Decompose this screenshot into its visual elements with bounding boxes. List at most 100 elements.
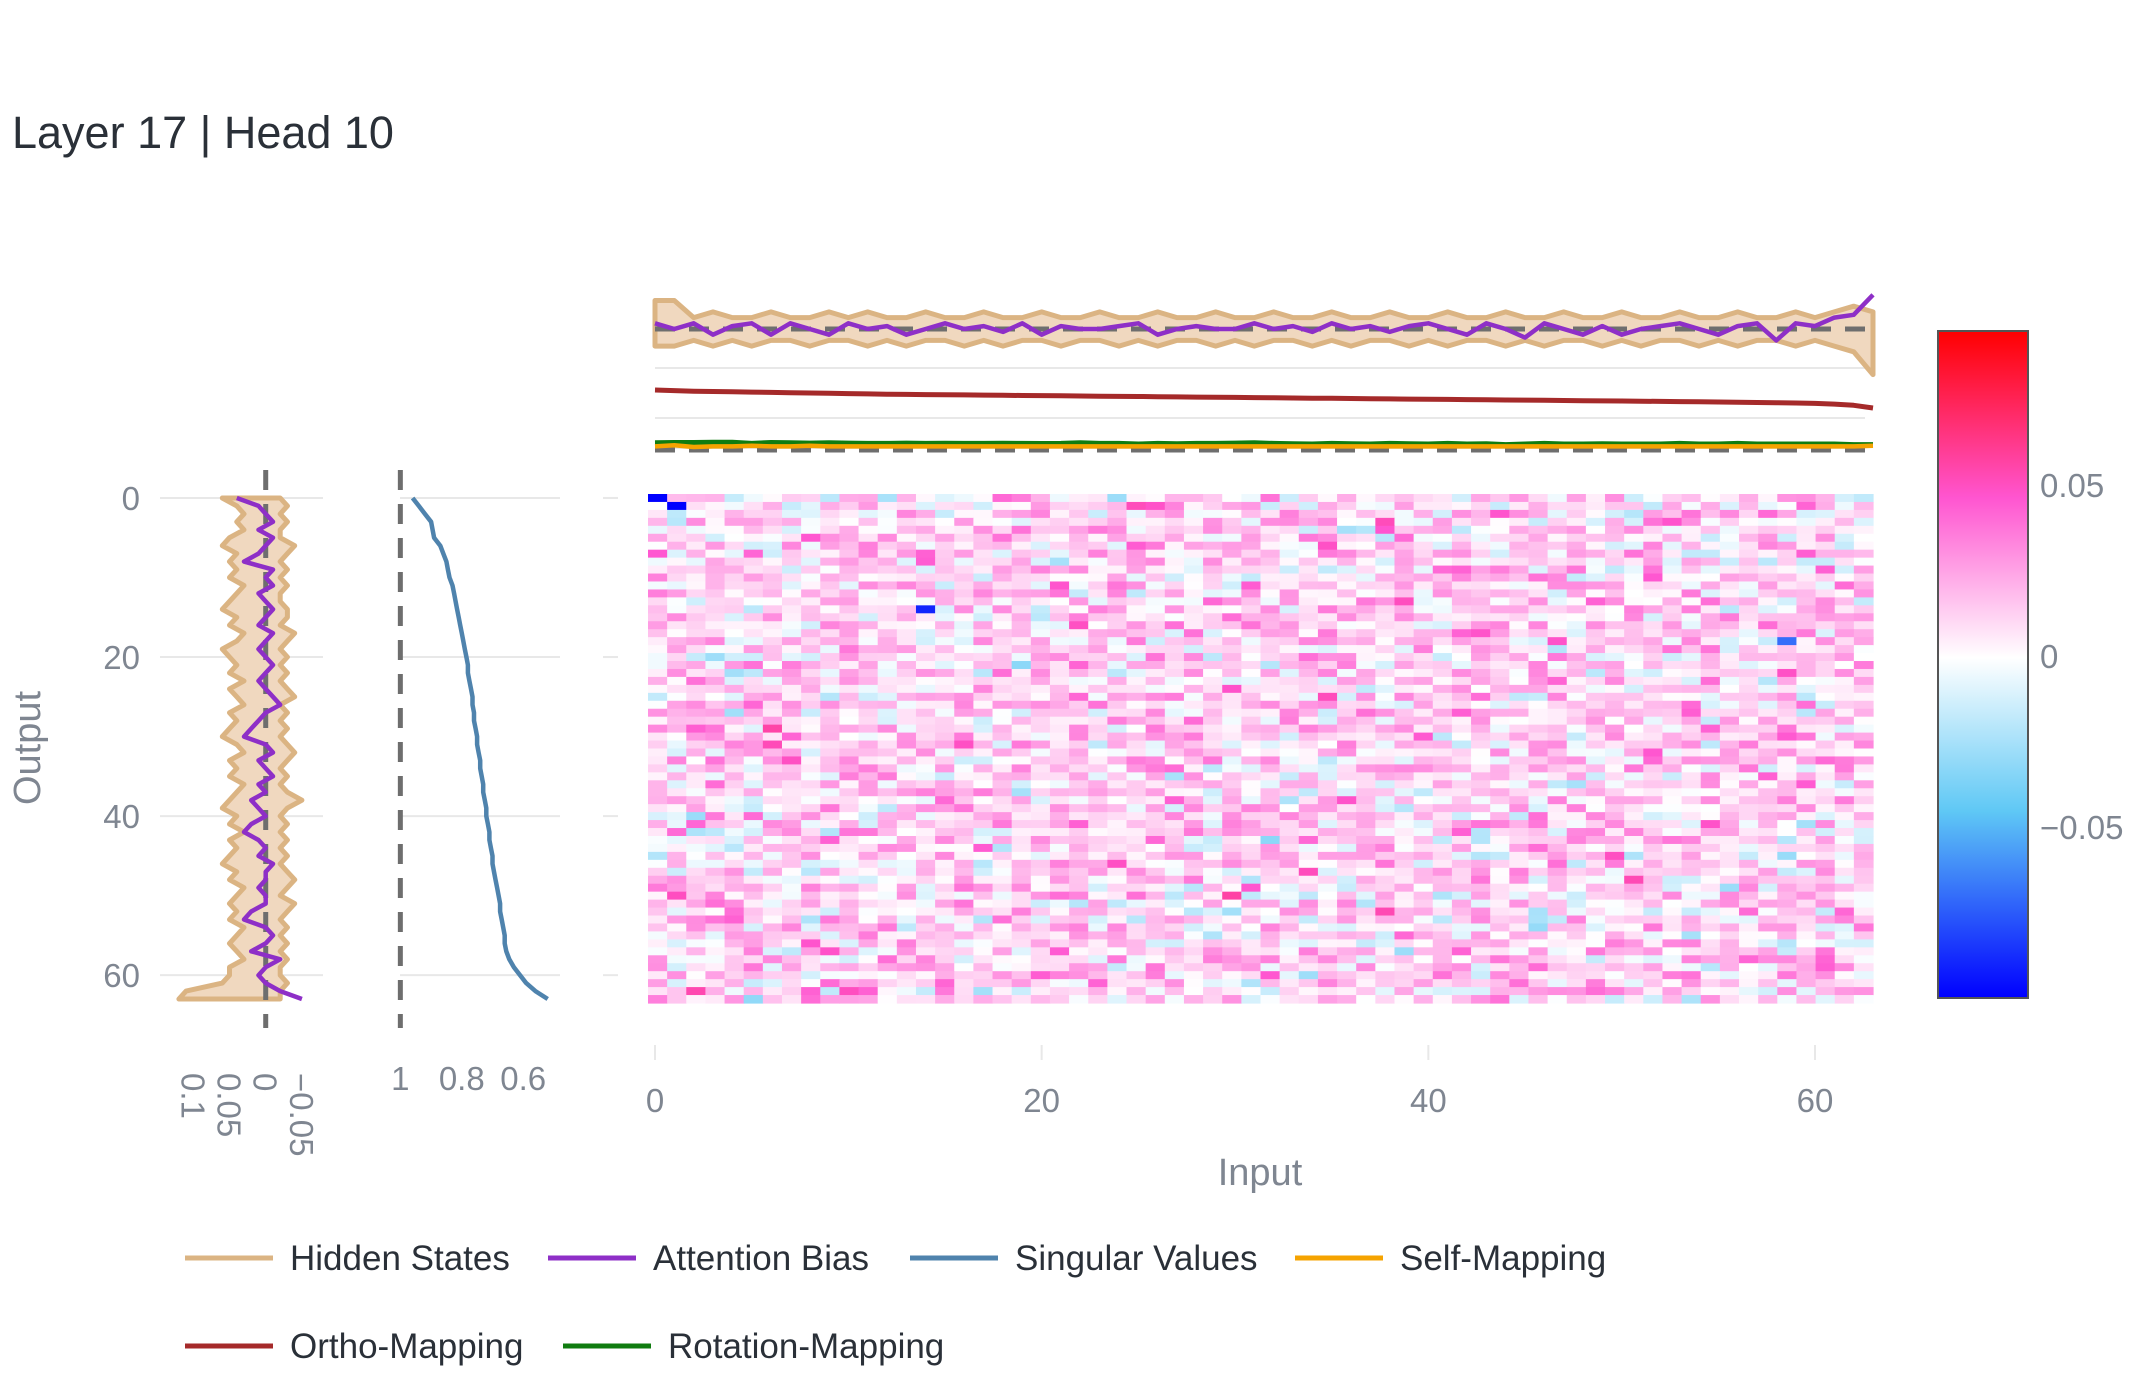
heatmap-cell bbox=[1203, 851, 1223, 861]
heatmap-cell bbox=[1413, 835, 1434, 845]
heatmap-cell bbox=[1853, 589, 1874, 598]
heatmap-cell bbox=[1719, 812, 1740, 821]
heatmap-cell bbox=[1432, 883, 1453, 893]
heatmap-cell bbox=[935, 979, 955, 988]
heatmap-cell bbox=[1164, 828, 1185, 837]
weight-heatmap[interactable] bbox=[648, 494, 1874, 1004]
heatmap-cell bbox=[724, 851, 745, 861]
heatmap-cell bbox=[1834, 843, 1855, 853]
heatmap-cell bbox=[1049, 756, 1070, 765]
heatmap-cell bbox=[667, 541, 687, 551]
heatmap-cell bbox=[1375, 708, 1396, 718]
top-panel-grid bbox=[655, 329, 1865, 449]
heatmap-cell bbox=[1145, 939, 1166, 948]
heatmap-cell bbox=[1145, 661, 1166, 670]
heatmap-cell bbox=[1203, 557, 1223, 567]
heatmap-cell bbox=[1069, 756, 1089, 765]
heatmap-cell bbox=[1164, 541, 1185, 551]
heatmap-cell bbox=[896, 875, 917, 885]
heatmap-cell bbox=[839, 883, 860, 893]
heatmap-cell bbox=[1719, 645, 1740, 654]
heatmap-cell bbox=[1260, 605, 1281, 614]
heatmap-cell bbox=[724, 923, 745, 933]
heatmap-cell bbox=[762, 955, 783, 964]
heatmap-cell bbox=[1739, 979, 1759, 988]
heatmap-cell bbox=[1432, 931, 1453, 940]
colorbar-tick-label: −0.05 bbox=[2040, 809, 2124, 846]
heatmap-cell bbox=[1490, 875, 1510, 885]
heatmap-cell bbox=[1413, 788, 1434, 797]
heatmap-cell bbox=[1605, 748, 1625, 758]
heatmap-cell bbox=[1030, 851, 1051, 861]
heatmap-cell bbox=[973, 549, 994, 559]
heatmap-cell bbox=[1049, 867, 1070, 877]
heatmap-cell bbox=[1643, 820, 1664, 829]
heatmap-cell bbox=[1777, 859, 1798, 869]
heatmap-cell bbox=[1279, 541, 1300, 551]
heatmap-cell bbox=[1011, 637, 1032, 646]
heatmap-cell bbox=[1049, 979, 1070, 988]
heatmap-cell bbox=[743, 891, 764, 901]
heatmap-cell bbox=[1834, 533, 1855, 543]
heatmap-cell bbox=[1317, 589, 1338, 598]
heatmap-cell bbox=[1337, 851, 1357, 861]
heatmap-cell bbox=[705, 867, 726, 877]
heatmap-cell bbox=[1490, 883, 1510, 893]
heatmap-cell bbox=[1777, 748, 1798, 758]
heatmap-cell bbox=[1203, 891, 1223, 901]
heatmap-cell bbox=[801, 780, 821, 789]
heatmap-cell bbox=[1011, 716, 1032, 726]
heatmap-cell bbox=[1298, 589, 1319, 598]
heatmap-cell bbox=[781, 851, 802, 861]
heatmap-cell bbox=[839, 859, 860, 869]
heatmap-cell bbox=[705, 565, 726, 575]
heatmap-cell bbox=[1183, 843, 1204, 853]
heatmap-cell bbox=[1585, 756, 1606, 765]
heatmap-cell bbox=[1643, 668, 1664, 678]
heatmap-cell bbox=[1853, 804, 1874, 813]
heatmap-cell bbox=[1643, 899, 1664, 909]
heatmap-cell bbox=[1853, 780, 1874, 789]
heatmap-cell bbox=[1432, 939, 1453, 948]
heatmap-cell bbox=[1758, 772, 1778, 781]
heatmap-cell bbox=[1030, 995, 1051, 1004]
heatmap-cell bbox=[667, 533, 687, 543]
heatmap-cell bbox=[1375, 804, 1396, 813]
heatmap-cell bbox=[1643, 875, 1664, 885]
heatmap-cell bbox=[1643, 987, 1664, 996]
heatmap-cell bbox=[1030, 820, 1051, 829]
heatmap-cell bbox=[1777, 955, 1798, 964]
heatmap-cell bbox=[1432, 835, 1453, 845]
heatmap-cell bbox=[820, 915, 841, 925]
heatmap-cell bbox=[1203, 939, 1223, 948]
heatmap-cell bbox=[1356, 517, 1376, 527]
heatmap-cell bbox=[1547, 788, 1568, 797]
heatmap-cell bbox=[973, 955, 994, 964]
heatmap-cell bbox=[1030, 629, 1051, 638]
heatmap-cell bbox=[1739, 700, 1759, 710]
heatmap-cell bbox=[1375, 501, 1396, 511]
heatmap-cell bbox=[1164, 573, 1185, 583]
heatmap-cell bbox=[1279, 931, 1300, 940]
heatmap-cell bbox=[1739, 589, 1759, 598]
heatmap-cell bbox=[1088, 796, 1108, 805]
heatmap-cell bbox=[1547, 533, 1568, 543]
heatmap-cell bbox=[1796, 549, 1817, 559]
heatmap-cell bbox=[667, 621, 687, 630]
heatmap-cell bbox=[648, 557, 668, 567]
heatmap-cell bbox=[1279, 589, 1300, 598]
heatmap-cell bbox=[724, 740, 745, 750]
heatmap-cell bbox=[781, 684, 802, 694]
heatmap-cell bbox=[1375, 923, 1396, 933]
heatmap-cell bbox=[1126, 668, 1147, 678]
heatmap-cell bbox=[1528, 979, 1549, 988]
heatmap-cell bbox=[1222, 668, 1242, 678]
heatmap-cell bbox=[973, 931, 994, 940]
heatmap-cell bbox=[1509, 843, 1530, 853]
heatmap-cell bbox=[954, 780, 974, 789]
heatmap-cell bbox=[781, 700, 802, 710]
heatmap-cell bbox=[1317, 676, 1338, 686]
heatmap-cell bbox=[1700, 605, 1721, 614]
heatmap-cell bbox=[1183, 708, 1204, 718]
heatmap-cell bbox=[1566, 955, 1587, 964]
